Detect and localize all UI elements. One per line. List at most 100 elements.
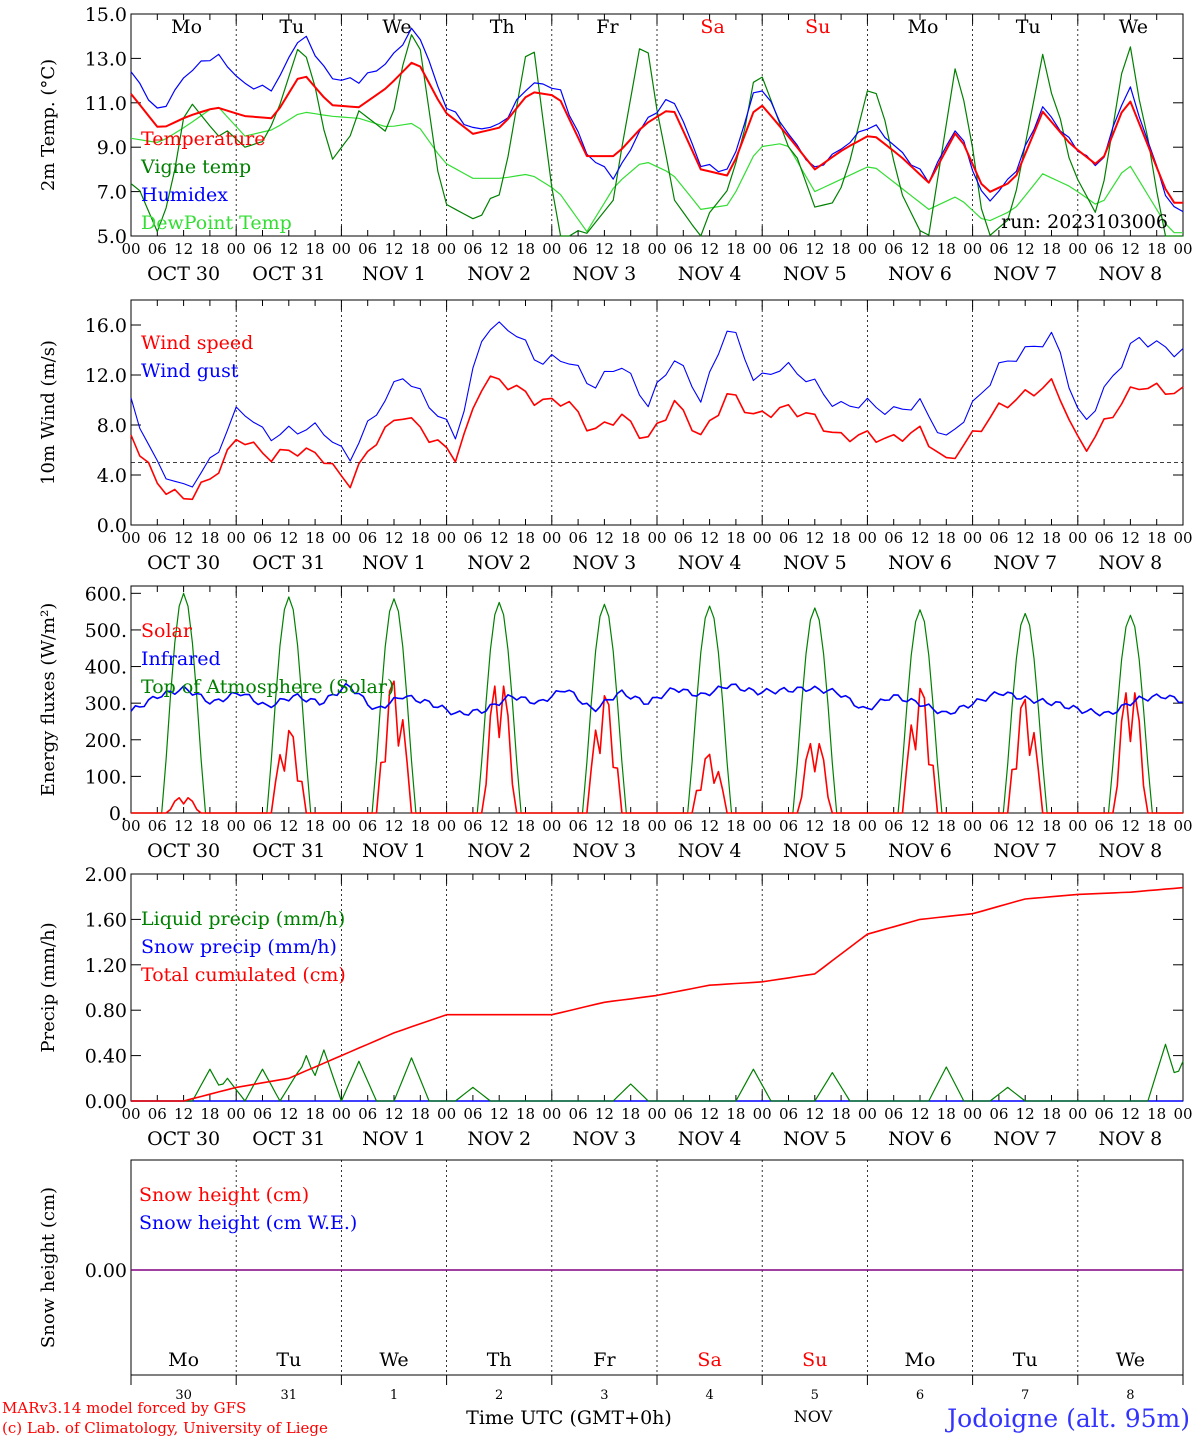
- hour-label: 18: [832, 817, 851, 835]
- hour-label: 00: [332, 817, 351, 835]
- hour-label: 06: [989, 529, 1008, 547]
- series-solar-line: [131, 680, 1183, 814]
- date-label: NOV 2: [467, 263, 531, 285]
- date-label: NOV 6: [888, 1128, 952, 1150]
- y-axis-label: Precip (mm/h): [38, 922, 59, 1052]
- hour-label: 18: [832, 529, 851, 547]
- hour-label: 06: [148, 817, 167, 835]
- hour-label: 12: [174, 240, 193, 258]
- hour-label: 12: [910, 817, 929, 835]
- date-label: NOV 3: [573, 263, 637, 285]
- y-tick-label: 0.40: [85, 1046, 127, 1068]
- legend-snow-height-cm-: Snow height (cm): [139, 1184, 309, 1206]
- lab-credit: (c) Lab. of Climatology, University of L…: [2, 1419, 328, 1437]
- hour-label: 18: [726, 529, 745, 547]
- y-tick-label: 15.0: [85, 4, 127, 26]
- hour-label: 00: [1068, 1105, 1087, 1123]
- model-credit: MARv3.14 model forced by GFS: [2, 1399, 247, 1417]
- date-label: OCT 31: [252, 1128, 325, 1150]
- date-label: NOV 4: [678, 552, 742, 574]
- weekday-label: Tu: [279, 16, 304, 38]
- date-label: NOV 6: [888, 552, 952, 574]
- hour-label: 12: [490, 817, 509, 835]
- legend-temperature: Temperature: [141, 128, 265, 150]
- hour-label: 00: [121, 817, 140, 835]
- hour-label: 18: [306, 817, 325, 835]
- date-label: NOV 6: [888, 263, 952, 285]
- date-label: OCT 30: [147, 840, 220, 862]
- weekday-label: Mo: [908, 16, 939, 38]
- weekday-label: Tu: [1013, 1349, 1038, 1371]
- legend-snow-height-cm-w-e-: Snow height (cm W.E.): [139, 1212, 357, 1234]
- weekday-label: Tu: [276, 1349, 301, 1371]
- run-label: run: 2023103006: [1001, 211, 1168, 233]
- hour-label: 06: [1095, 817, 1114, 835]
- hour-label: 00: [437, 240, 456, 258]
- hour-label: 18: [306, 240, 325, 258]
- hour-label: 18: [1042, 529, 1061, 547]
- hour-label: 06: [779, 1105, 798, 1123]
- date-label: NOV 1: [362, 840, 426, 862]
- hour-label: 18: [516, 1105, 535, 1123]
- hour-label: 12: [279, 529, 298, 547]
- weekday-label: Th: [487, 1349, 512, 1371]
- hour-label: 12: [910, 240, 929, 258]
- hour-label: 18: [411, 817, 430, 835]
- weekday-label: Sa: [697, 1349, 721, 1371]
- hour-label: 06: [674, 817, 693, 835]
- hour-label: 18: [516, 240, 535, 258]
- legend-solar: Solar: [141, 620, 193, 642]
- hour-label: 12: [910, 529, 929, 547]
- legend-wind-speed: Wind speed: [141, 332, 253, 354]
- hour-label: 00: [753, 529, 772, 547]
- hour-label: 12: [805, 817, 824, 835]
- hour-label: 00: [121, 240, 140, 258]
- hour-label: 18: [411, 1105, 430, 1123]
- hour-label: 12: [1016, 240, 1035, 258]
- hour-label: 12: [1016, 529, 1035, 547]
- day-number-label: 31: [281, 1388, 298, 1403]
- hour-label: 06: [674, 529, 693, 547]
- hour-label: 06: [358, 817, 377, 835]
- hour-label: 00: [542, 817, 561, 835]
- hour-label: 06: [779, 529, 798, 547]
- y-tick-label: 13.0: [85, 48, 127, 70]
- hour-label: 06: [253, 1105, 272, 1123]
- hour-label: 00: [963, 1105, 982, 1123]
- date-label: OCT 31: [252, 552, 325, 574]
- hour-label: 06: [463, 817, 482, 835]
- hour-label: 18: [937, 529, 956, 547]
- hour-label: 18: [200, 529, 219, 547]
- y-tick-label: 1.60: [85, 909, 127, 931]
- hour-label: 00: [1173, 529, 1192, 547]
- y-tick-label: 16.0: [85, 315, 127, 337]
- weekday-label: Mo: [168, 1349, 199, 1371]
- weekday-label: Tu: [1016, 16, 1041, 38]
- hour-label: 12: [384, 1105, 403, 1123]
- hour-label: 06: [463, 529, 482, 547]
- hour-label: 18: [832, 240, 851, 258]
- hour-label: 18: [1042, 817, 1061, 835]
- hour-label: 06: [358, 240, 377, 258]
- hour-label: 12: [1121, 529, 1140, 547]
- date-label: NOV 5: [783, 840, 847, 862]
- weekday-label: We: [379, 1349, 408, 1371]
- date-label: NOV 3: [573, 552, 637, 574]
- hour-label: 06: [358, 1105, 377, 1123]
- legend-liquid-precip-mm-h-: Liquid precip (mm/h): [141, 908, 345, 930]
- station-label: Jodoigne (alt. 95m): [944, 1404, 1190, 1433]
- y-tick-label: 4.0: [97, 465, 127, 487]
- hour-label: 06: [884, 240, 903, 258]
- hour-label: 00: [437, 817, 456, 835]
- hour-label: 18: [516, 529, 535, 547]
- hour-label: 12: [384, 240, 403, 258]
- hour-label: 00: [858, 817, 877, 835]
- hour-label: 18: [411, 240, 430, 258]
- hour-label: 00: [227, 817, 246, 835]
- hour-label: 12: [595, 1105, 614, 1123]
- hour-label: 12: [805, 529, 824, 547]
- hour-label: 06: [148, 529, 167, 547]
- hour-label: 00: [753, 1105, 772, 1123]
- date-label: OCT 30: [147, 1128, 220, 1150]
- hour-label: 18: [1147, 240, 1166, 258]
